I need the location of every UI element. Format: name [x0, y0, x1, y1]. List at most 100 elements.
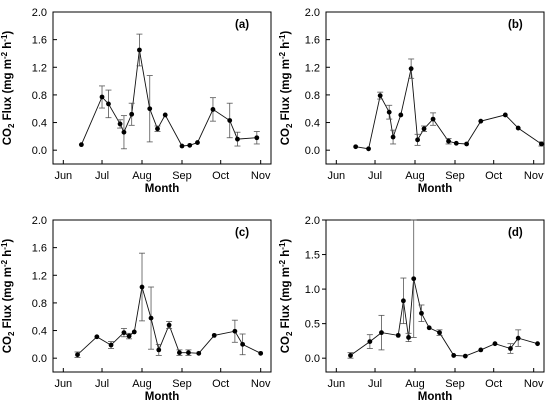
x-tick-label: Jun: [54, 170, 72, 182]
data-point: [411, 276, 417, 282]
data-point: [515, 335, 521, 341]
data-point: [462, 353, 468, 359]
data-point: [126, 333, 132, 339]
data-point: [137, 47, 142, 53]
data-point: [492, 341, 498, 347]
series-line: [350, 278, 538, 357]
x-tick-label: Oct: [485, 378, 502, 390]
x-tick-label: Sep: [445, 170, 465, 182]
data-point: [535, 341, 540, 347]
x-tick-label: Jul: [368, 378, 382, 390]
data-point: [177, 350, 182, 356]
data-point: [502, 112, 508, 118]
panel-label: (d): [508, 227, 523, 239]
x-tick-label: Oct: [212, 170, 229, 182]
data-point: [366, 146, 371, 152]
data-point: [515, 125, 521, 131]
y-axis-label: CO2 Flux (mg m-2 h-1): [278, 31, 294, 146]
data-point: [478, 118, 484, 124]
panel-label: (b): [508, 19, 523, 31]
x-tick-label: Aug: [405, 378, 425, 390]
plot-frame: [325, 219, 545, 373]
x-tick-label: Jun: [327, 170, 345, 182]
data-point: [148, 315, 154, 321]
x-tick-label: Oct: [485, 170, 502, 182]
data-point: [478, 347, 484, 353]
y-tick-label: 2.0: [32, 7, 47, 19]
series-line: [77, 286, 261, 356]
y-axis-label: CO2 Flux (mg m-2 h-1): [0, 239, 16, 354]
x-tick-label: Jun: [327, 378, 345, 390]
data-point: [400, 298, 406, 304]
data-point: [398, 112, 404, 118]
data-point: [187, 142, 193, 148]
data-point: [78, 142, 84, 148]
x-tick-label: Nov: [524, 378, 544, 390]
data-point: [451, 353, 457, 358]
panel-label: (c): [235, 227, 249, 239]
data-point: [426, 325, 432, 331]
x-tick-label: Sep: [172, 170, 192, 182]
data-point: [421, 126, 427, 132]
data-point: [367, 339, 373, 344]
y-axis-label: CO2 Flux (mg m-2 h-1): [0, 31, 16, 146]
y-tick-label: 2.0: [305, 215, 320, 227]
x-tick-label: Oct: [212, 378, 229, 390]
data-point: [121, 129, 127, 135]
data-point: [386, 109, 392, 115]
x-tick-label: Aug: [405, 170, 425, 182]
data-point: [258, 350, 264, 356]
plot-frame: [52, 219, 272, 373]
y-axis-label: CO2 Flux (mg m-2 h-1): [278, 239, 294, 354]
data-point: [121, 330, 127, 336]
x-tick-label: Nov: [251, 378, 271, 390]
x-tick-label: Nov: [524, 170, 544, 182]
y-tick-label: 1.5: [305, 250, 320, 262]
data-point: [348, 353, 353, 358]
x-tick-label: Aug: [132, 378, 152, 390]
y-tick-label: 0.5: [305, 319, 320, 331]
x-tick-label: Nov: [251, 170, 271, 182]
data-point: [155, 126, 160, 132]
data-point: [156, 347, 162, 353]
data-point: [179, 143, 185, 149]
x-axis-label: Month: [418, 391, 452, 403]
x-tick-label: Jul: [95, 378, 109, 390]
y-tick-label: 1.2: [32, 270, 47, 282]
data-point: [377, 93, 383, 98]
data-point: [539, 141, 544, 147]
chart-panel: 0.0 0.4 0.8 1.2 1.6 2.0 Jun Jul Aug Sep Oct Nov Mont…: [278, 7, 545, 195]
panel-label: (a): [235, 19, 249, 31]
y-tick-label: 0.0: [305, 145, 320, 157]
y-tick-label: 0.0: [32, 145, 47, 157]
x-tick-label: Aug: [132, 170, 152, 182]
data-point: [240, 341, 246, 347]
data-point: [211, 332, 217, 338]
chart-panel: 0.0 0.4 0.8 1.2 1.6 2.0 Jun Jul Aug Sep Oct Nov Mont…: [0, 7, 272, 195]
data-point: [94, 334, 100, 340]
data-point: [129, 111, 135, 117]
data-point: [196, 350, 202, 356]
x-tick-label: Jun: [54, 378, 72, 390]
y-tick-label: 1.6: [32, 35, 47, 47]
data-point: [353, 144, 359, 150]
y-tick-label: 0.0: [305, 353, 320, 365]
data-point: [464, 141, 470, 147]
data-point: [430, 116, 436, 122]
x-tick-label: Jul: [95, 170, 109, 182]
data-point: [99, 94, 105, 100]
plot-frame: [52, 11, 272, 165]
data-point: [162, 112, 168, 118]
chart-panel: 0.0 0.4 0.8 1.2 1.6 2.0 Jun Jul Aug Sep Oct Nov Mont…: [0, 215, 272, 403]
x-axis-label: Month: [145, 183, 179, 195]
y-tick-label: 0.8: [32, 90, 47, 102]
y-tick-label: 0.8: [32, 298, 47, 310]
data-point: [131, 329, 137, 335]
y-tick-label: 2.0: [32, 215, 47, 227]
data-point: [147, 106, 153, 112]
data-point: [408, 66, 414, 72]
y-tick-label: 0.4: [32, 118, 47, 130]
data-point: [75, 352, 80, 358]
y-tick-label: 1.2: [32, 62, 47, 74]
data-point: [106, 101, 111, 107]
